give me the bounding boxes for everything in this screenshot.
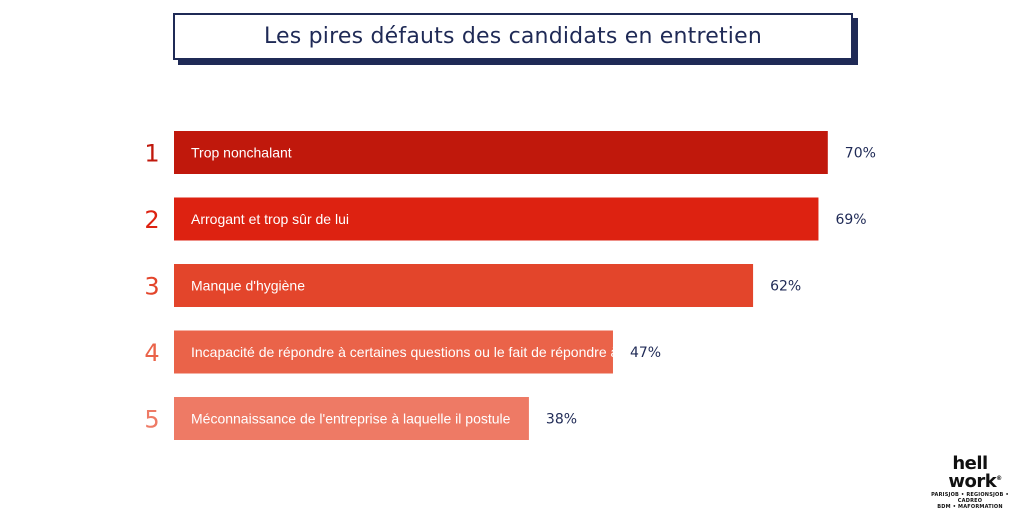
- chart-title: Les pires défauts des candidats en entre…: [263, 24, 762, 49]
- bar: [174, 131, 828, 174]
- bar: [174, 264, 754, 307]
- bar: [174, 197, 819, 241]
- rank-number: 3: [144, 273, 159, 301]
- value-label: 47%: [630, 345, 661, 361]
- rank-number: 4: [144, 339, 159, 367]
- logo-registered: ®: [996, 475, 1002, 482]
- bar-label: Manque d'hygiène: [191, 278, 305, 294]
- logo-word-top: hell: [952, 453, 988, 474]
- bar-label: Trop nonchalant: [191, 145, 292, 161]
- value-label: 38%: [546, 412, 577, 428]
- rank-number: 2: [144, 206, 159, 234]
- title-box: Les pires défauts des candidats en entre…: [173, 13, 853, 60]
- logo-word-bottom: work®: [922, 471, 1018, 492]
- rank-number: 1: [144, 140, 159, 168]
- bar-label: Incapacité de répondre à certaines quest…: [191, 344, 649, 360]
- value-label: 62%: [770, 279, 801, 295]
- hellowork-logo: hell work® PARISJOB • REGIONSJOB • CADRE…: [922, 453, 1018, 511]
- value-label: 70%: [845, 146, 876, 162]
- logo-subtitle-2: BDM • MAFORMATION: [937, 504, 1003, 510]
- bar: [174, 397, 529, 440]
- logo-word-work: work: [948, 471, 997, 492]
- bar: [174, 330, 613, 374]
- bar-label: Méconnaissance de l'entreprise à laquell…: [191, 411, 511, 427]
- value-label: 69%: [835, 212, 866, 228]
- bar-label: Arrogant et trop sûr de lui: [191, 211, 349, 227]
- logo-subtitle-1: PARISJOB • REGIONSJOB • CADREO: [931, 492, 1009, 504]
- rank-number: 5: [144, 406, 159, 434]
